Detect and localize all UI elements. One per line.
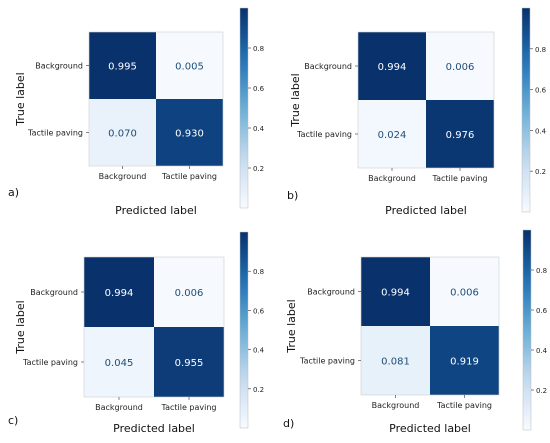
cell-value-0-0: 0.994: [378, 62, 407, 73]
cell-0-0: [84, 257, 154, 327]
cell-0-1: [156, 32, 223, 99]
colorbar-tick-3: 0.8: [535, 46, 546, 54]
colorbar-tick-3: 0.8: [536, 267, 547, 275]
cell-1-1: [426, 100, 494, 168]
x-tick-label-0: Background: [372, 401, 420, 410]
y-axis-label: True label: [289, 73, 302, 127]
colorbar-tick-2: 0.6: [253, 307, 265, 315]
colorbar-tick-2: 0.6: [535, 87, 547, 95]
cell-value-1-1: 0.930: [175, 129, 204, 140]
cell-value-0-1: 0.006: [450, 288, 479, 299]
y-tick-label-1: Tactile paving: [27, 129, 83, 138]
panel-c: 0.994 0.006 0.045 0.955 Background Tactile pa…: [0, 222, 275, 443]
colorbar-tick-1: 0.4: [536, 347, 548, 355]
colorbar: [521, 7, 531, 213]
confusion-matrix-2: 0.994 0.006 0.024 0.976 Background Tactile pa…: [287, 7, 547, 217]
confusion-matrix-4: 0.994 0.006 0.081 0.919 Background Tactile pa…: [283, 229, 548, 435]
cell-value-0-0: 0.994: [381, 288, 410, 299]
y-axis-label: True label: [14, 72, 27, 126]
colorbar: [239, 231, 249, 429]
colorbar-tick-1: 0.4: [253, 125, 265, 133]
cell-0-0: [89, 32, 156, 99]
panel-d: 0.994 0.006 0.081 0.919 Background Tactile pa…: [275, 222, 550, 443]
cell-value-1-1: 0.919: [450, 357, 479, 368]
x-axis-label: Predicted label: [389, 422, 471, 435]
x-tick-label-0: Background: [95, 403, 143, 412]
cell-0-1: [426, 32, 494, 100]
y-tick-label-0: Background: [304, 62, 352, 71]
colorbar-tick-1: 0.4: [253, 347, 265, 355]
colorbar-tick-2: 0.6: [536, 307, 548, 315]
colorbar-tick-0: 0.2: [535, 168, 546, 176]
colorbar: [522, 229, 532, 431]
x-axis-label: Predicted label: [115, 204, 197, 217]
cell-value-0-1: 0.006: [175, 288, 204, 299]
cell-value-0-0: 0.994: [105, 288, 134, 299]
panel-label: c): [8, 414, 18, 427]
y-tick-label-1: Tactile paving: [22, 358, 78, 367]
panel-label: b): [287, 189, 298, 202]
x-tick-label-1: Tactile paving: [161, 172, 217, 181]
x-tick-label-1: Tactile paving: [432, 174, 488, 183]
cell-0-0: [361, 257, 430, 326]
y-axis-label: True label: [14, 300, 27, 354]
cell-value-1-0: 0.024: [378, 130, 407, 141]
cell-1-1: [154, 327, 224, 397]
confusion-matrix-1: 0.995 0.005 0.070 0.930 Background Tactile pa…: [8, 7, 265, 217]
x-tick-label-1: Tactile paving: [436, 401, 492, 410]
cell-value-0-1: 0.006: [446, 62, 475, 73]
cell-value-0-0: 0.995: [108, 62, 137, 73]
cell-value-1-0: 0.070: [108, 129, 137, 140]
y-tick-label-1: Tactile paving: [296, 130, 352, 139]
x-tick-label-0: Background: [99, 172, 147, 181]
cell-0-1: [154, 257, 224, 327]
colorbar-tick-3: 0.8: [253, 268, 264, 276]
colorbar-tick-0: 0.2: [536, 387, 547, 395]
cell-1-1: [156, 99, 223, 166]
colorbar-tick-1: 0.4: [535, 127, 547, 135]
panel-a: 0.995 0.005 0.070 0.930 Background Tactile pa…: [0, 0, 275, 222]
cell-value-1-0: 0.045: [105, 358, 134, 369]
confusion-matrix-3: 0.994 0.006 0.045 0.955 Background Tactile pa…: [8, 231, 265, 435]
colorbar-tick-3: 0.8: [253, 45, 264, 53]
cell-1-0: [89, 99, 156, 166]
y-tick-label-0: Background: [30, 288, 78, 297]
y-tick-label-0: Background: [35, 62, 83, 71]
y-tick-label-1: Tactile paving: [299, 357, 355, 366]
x-axis-label: Predicted label: [113, 422, 195, 435]
cell-1-0: [361, 326, 430, 395]
x-tick-label-0: Background: [368, 174, 416, 183]
cell-1-0: [84, 327, 154, 397]
cell-0-1: [430, 257, 499, 326]
cell-value-1-0: 0.081: [381, 357, 410, 368]
colorbar: [239, 7, 249, 209]
panel-b: 0.994 0.006 0.024 0.976 Background Tactile pa…: [275, 0, 550, 222]
x-tick-label-1: Tactile paving: [161, 403, 217, 412]
panel-label: a): [8, 186, 19, 199]
cell-value-0-1: 0.005: [175, 62, 204, 73]
cell-1-1: [430, 326, 499, 395]
cell-value-1-1: 0.955: [175, 358, 204, 369]
colorbar-tick-2: 0.6: [253, 85, 265, 93]
panel-label: d): [283, 417, 294, 430]
y-tick-label-0: Background: [307, 288, 355, 297]
cell-value-1-1: 0.976: [446, 130, 475, 141]
x-axis-label: Predicted label: [385, 204, 467, 217]
cell-1-0: [358, 100, 426, 168]
colorbar-tick-0: 0.2: [253, 386, 264, 394]
y-axis-label: True label: [285, 299, 298, 353]
cell-0-0: [358, 32, 426, 100]
colorbar-tick-0: 0.2: [253, 165, 264, 173]
